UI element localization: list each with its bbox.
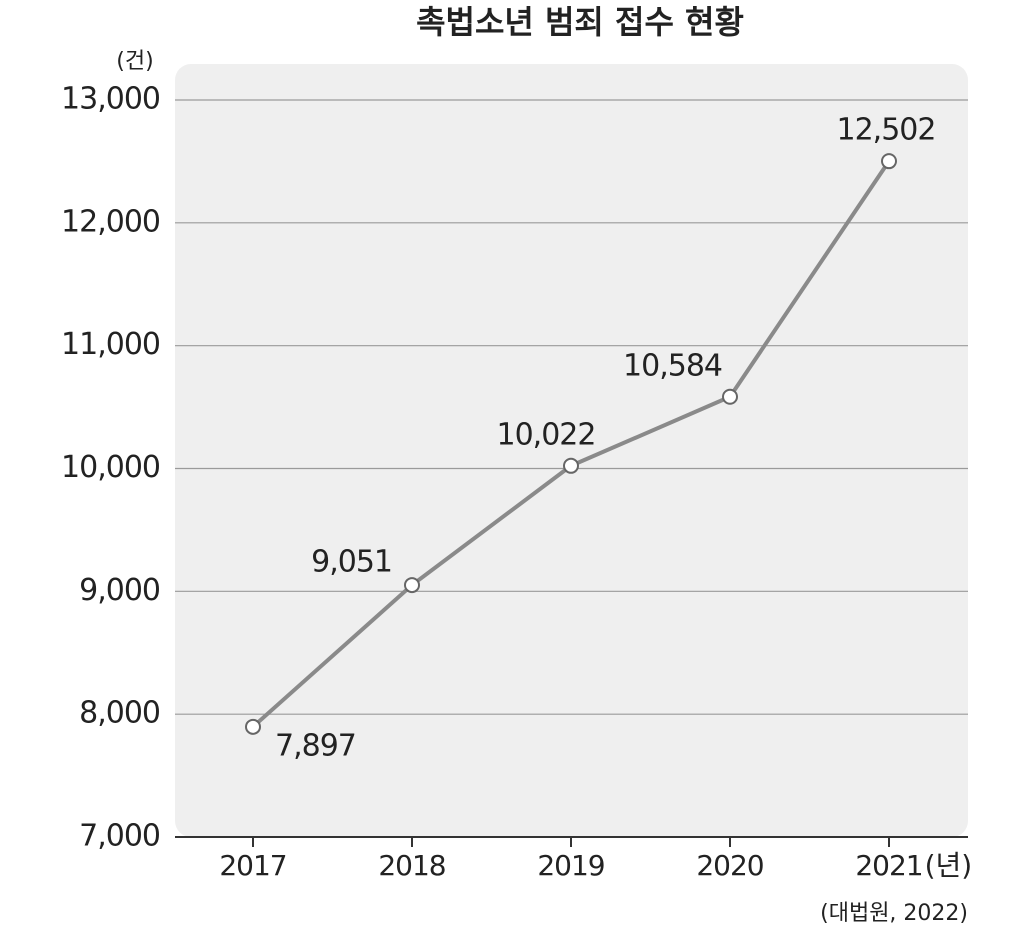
y-tick-label: 11,000 xyxy=(61,327,160,362)
data-label: 10,022 xyxy=(497,417,596,452)
source: (대법원, 2022) xyxy=(820,901,968,926)
data-label: 7,897 xyxy=(275,728,356,763)
y-tick-label: 9,000 xyxy=(79,573,160,608)
point xyxy=(881,153,897,170)
point xyxy=(563,457,579,474)
y-tick-label: 8,000 xyxy=(79,696,160,731)
point xyxy=(722,388,738,405)
data-label: 10,584 xyxy=(623,348,722,383)
point xyxy=(245,718,261,735)
chart-title: 촉법소년 범죄 접수 현황 xyxy=(416,3,744,41)
x-tick-label: 2021 xyxy=(855,849,922,882)
y-tick-label: 12,000 xyxy=(61,204,160,239)
y-tick-label: 13,000 xyxy=(61,82,160,117)
data-label: 9,051 xyxy=(311,545,392,580)
point xyxy=(404,577,420,594)
y-tick-label: 10,000 xyxy=(61,450,160,485)
x-tick-label: 2018 xyxy=(378,849,445,882)
plot-background xyxy=(175,64,968,837)
x-tick-label: 2017 xyxy=(219,849,286,882)
x-tick-label: 2019 xyxy=(537,849,604,882)
data-label: 12,502 xyxy=(837,113,936,148)
x-tick-label: 2020 xyxy=(696,849,763,882)
y-tick-label: 7,000 xyxy=(79,819,160,854)
x-unit: (년) xyxy=(925,849,973,882)
y-unit: (건) xyxy=(116,49,153,74)
